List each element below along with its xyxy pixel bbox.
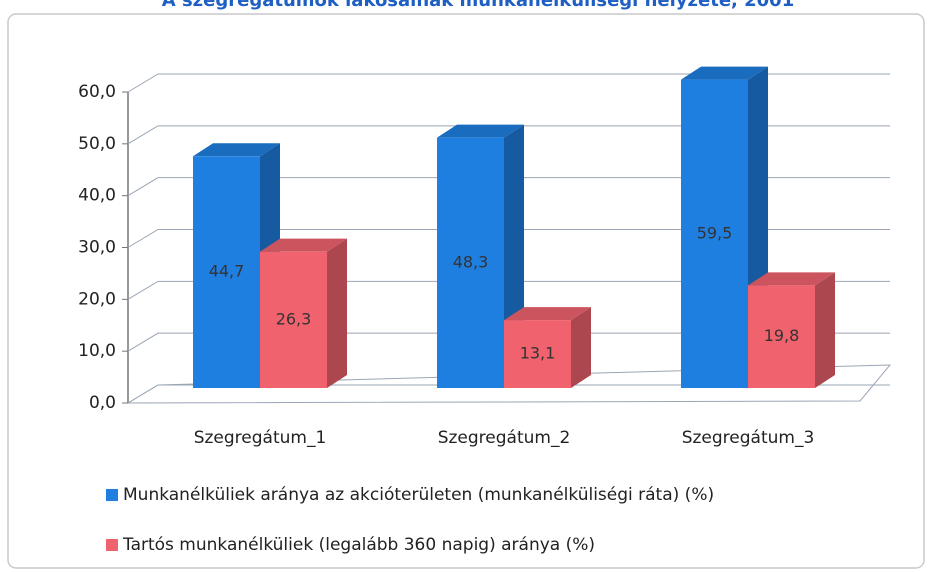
x-tick-label: Szegregátum_2	[438, 428, 571, 448]
grid-line	[127, 125, 890, 145]
bar-side	[327, 238, 347, 388]
bar-top	[681, 66, 768, 80]
y-tick-label: 10,0	[78, 341, 116, 361]
data-label: 26,3	[276, 309, 312, 328]
data-label: 48,3	[453, 252, 489, 271]
bar-top	[193, 143, 280, 157]
bar-front	[437, 137, 504, 388]
x-tick-label: Szegregátum_1	[194, 428, 327, 448]
grid-line	[127, 280, 890, 300]
bar-top	[437, 124, 524, 138]
y-tick-label: 30,0	[78, 238, 116, 258]
chart-title: A szegregátumok lakosainak munkanélkülis…	[162, 0, 794, 11]
bar-front	[748, 285, 815, 388]
bar-top	[748, 272, 835, 286]
data-label: 44,7	[209, 262, 245, 281]
bar-side	[815, 272, 835, 388]
bar	[504, 307, 591, 388]
bar	[681, 66, 768, 388]
legend-label: Munkanélküliek aránya az akcióterületen …	[123, 485, 714, 505]
legend-swatch	[106, 539, 118, 551]
bar-side	[571, 307, 591, 388]
y-tick-label: 40,0	[78, 186, 116, 206]
bar	[260, 238, 347, 388]
bar-front	[681, 79, 748, 388]
grid-line	[127, 73, 890, 93]
data-label: 13,1	[520, 344, 556, 363]
y-tick-label: 0,0	[89, 393, 116, 413]
bar-top	[504, 307, 591, 321]
bar-front	[193, 156, 260, 388]
data-label: 19,8	[764, 326, 800, 345]
bar	[437, 124, 524, 389]
y-tick-label: 20,0	[78, 289, 116, 309]
legend-swatch	[106, 489, 118, 501]
bar	[748, 272, 835, 388]
grid-line	[127, 332, 890, 352]
grid-line	[127, 229, 890, 248]
y-tick-label: 50,0	[78, 134, 116, 154]
legend-label: Tartós munkanélküliek (legalább 360 napi…	[122, 535, 595, 555]
bar-top	[260, 238, 347, 252]
bar-front	[504, 320, 571, 388]
data-label: 59,5	[697, 223, 733, 242]
grid-line	[127, 177, 890, 197]
y-tick-label: 60,0	[78, 82, 116, 102]
bar-front	[260, 251, 327, 388]
grid-line	[127, 384, 890, 404]
x-tick-label: Szegregátum_3	[682, 428, 815, 448]
